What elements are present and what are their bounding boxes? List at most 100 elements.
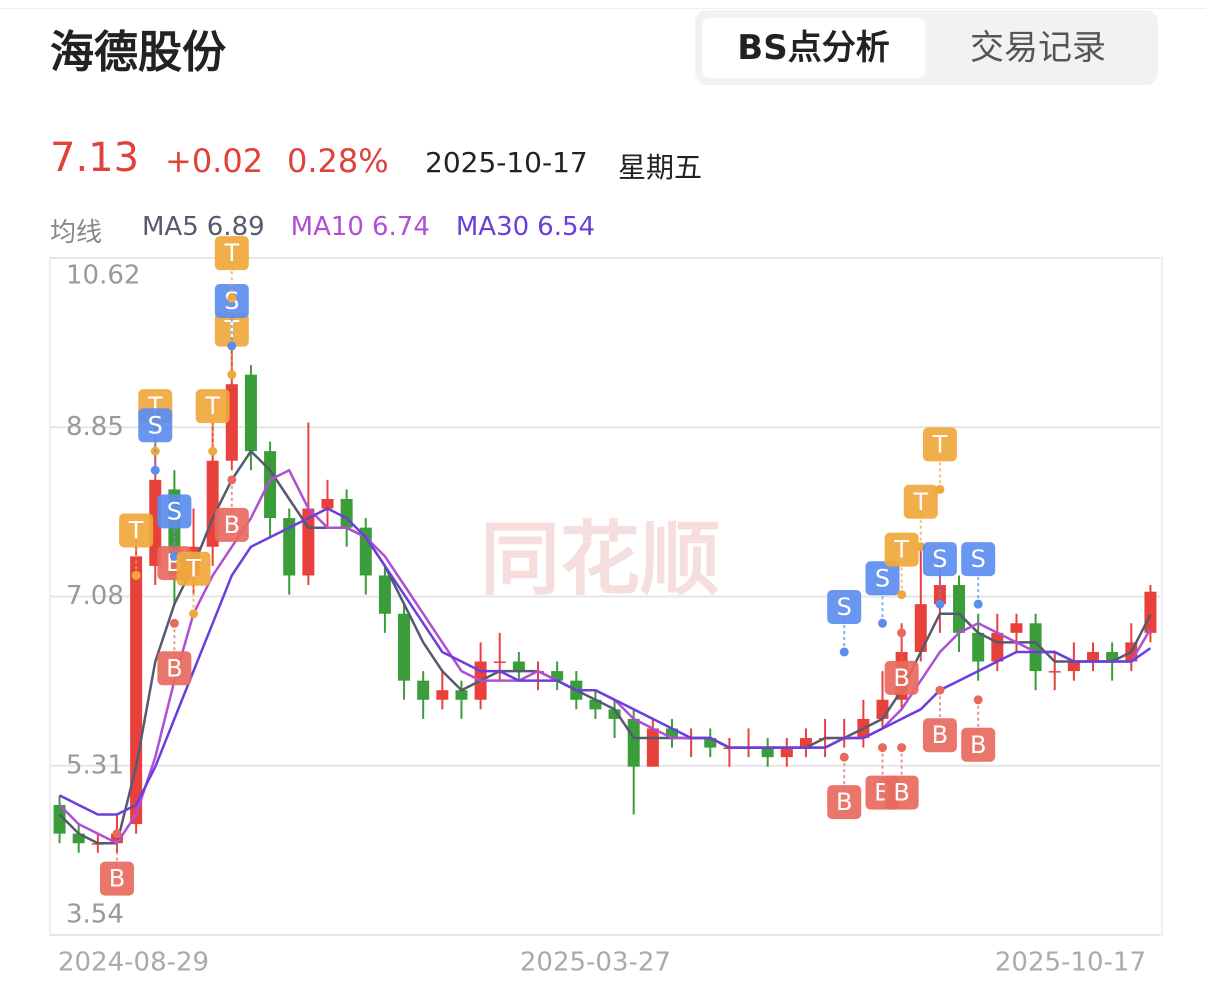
signal-label: S xyxy=(167,497,182,525)
signal: B xyxy=(884,628,919,695)
candle xyxy=(780,738,793,767)
signal-dot xyxy=(227,370,237,380)
candle xyxy=(321,479,334,528)
signal-label: T xyxy=(185,555,201,583)
candle-body xyxy=(321,498,334,509)
candle xyxy=(1125,623,1138,672)
candle xyxy=(283,508,296,595)
y-tick-label: 8.85 xyxy=(66,412,124,442)
candle-body xyxy=(1144,591,1157,633)
legend-value: 6.74 xyxy=(371,212,430,242)
candle-body xyxy=(1048,671,1061,673)
candle xyxy=(1087,642,1100,672)
signal: B xyxy=(157,618,192,686)
change-pct: 0.28% xyxy=(287,142,389,180)
candle-body xyxy=(799,738,812,748)
signal-dot xyxy=(189,609,199,619)
y-tick-label: 5.31 xyxy=(66,750,124,780)
candle xyxy=(436,671,449,710)
signal-dot xyxy=(839,647,849,657)
signal-dot xyxy=(897,743,907,753)
candle xyxy=(704,728,717,758)
signal-label: T xyxy=(223,239,239,267)
signal: T xyxy=(903,484,938,552)
candle xyxy=(972,613,985,681)
candle-body xyxy=(1106,651,1119,662)
candle-body xyxy=(378,575,391,614)
candle-body xyxy=(780,747,793,758)
signal-dot xyxy=(227,341,237,351)
y-tick-label: 10.62 xyxy=(66,261,140,291)
signal-dot xyxy=(878,618,887,628)
candle xyxy=(742,728,755,758)
x-tick-label: 2024-08-29 xyxy=(58,948,209,978)
signal-label: B xyxy=(932,721,948,749)
legend-entry: MA30 6.54 xyxy=(456,212,595,242)
signal-dot xyxy=(839,752,849,762)
signal-dot xyxy=(227,475,237,485)
candle xyxy=(474,642,487,710)
candle xyxy=(857,699,870,748)
signal-label: B xyxy=(893,779,909,807)
legend-entry: MA5 6.89 xyxy=(142,212,265,242)
candle xyxy=(359,518,372,595)
signal: S xyxy=(138,408,173,475)
signal-badge xyxy=(903,484,938,519)
signal-dot xyxy=(227,293,237,303)
signal-label: S xyxy=(971,545,986,573)
candle-body xyxy=(398,613,411,681)
signal: B xyxy=(827,752,862,820)
candle-body xyxy=(551,671,564,681)
signal-dot xyxy=(878,743,887,753)
x-tick-label: 2025-03-27 xyxy=(520,948,671,978)
date: 2025-10-17 xyxy=(425,146,588,179)
signal-label: B xyxy=(893,664,909,692)
candle xyxy=(914,546,927,662)
candle-body xyxy=(589,699,602,710)
candle-body xyxy=(244,374,257,452)
signal-label: B xyxy=(109,865,125,893)
x-tick-label: 2025-10-17 xyxy=(995,948,1146,978)
signal: T xyxy=(884,532,919,600)
candle xyxy=(627,709,640,815)
signal: S xyxy=(865,561,900,628)
candle xyxy=(838,718,851,748)
signal-dot xyxy=(935,685,945,695)
y-tick-label: 7.08 xyxy=(66,581,124,611)
candle xyxy=(608,699,621,739)
ma-line xyxy=(59,507,1152,816)
tab-active[interactable]: BS点分析 xyxy=(702,18,925,78)
signal: B xyxy=(214,475,249,542)
tab-bar: BS点分析 交易记录 xyxy=(695,10,1158,85)
candle-body xyxy=(512,661,525,672)
candle-body xyxy=(417,680,430,700)
candle-body xyxy=(264,451,277,519)
candle-body xyxy=(761,747,774,758)
signal-label: S xyxy=(148,411,163,439)
candle-body xyxy=(1010,623,1023,633)
candle-body xyxy=(53,804,66,834)
watermark: 同花顺 xyxy=(480,513,720,606)
signal: S xyxy=(922,542,957,609)
signal-badge xyxy=(922,542,957,577)
signal-label: S xyxy=(875,564,890,592)
signal-dot xyxy=(973,599,983,609)
candle xyxy=(799,728,812,758)
signal-label: T xyxy=(893,536,909,564)
signal-dot xyxy=(112,829,122,839)
candle-body xyxy=(608,709,621,719)
signal: T xyxy=(195,389,230,456)
signal-label: S xyxy=(837,593,852,621)
tab[interactable]: 交易记录 xyxy=(970,28,1106,68)
signal-badge xyxy=(119,513,154,548)
y-tick-label: 3.54 xyxy=(66,900,124,930)
price: 7.13 xyxy=(50,135,140,181)
candle xyxy=(761,738,774,767)
candle xyxy=(417,671,430,719)
candle-body xyxy=(704,738,717,748)
signal-badge xyxy=(214,312,249,347)
candle-body xyxy=(933,585,946,605)
candle-body xyxy=(283,518,296,576)
